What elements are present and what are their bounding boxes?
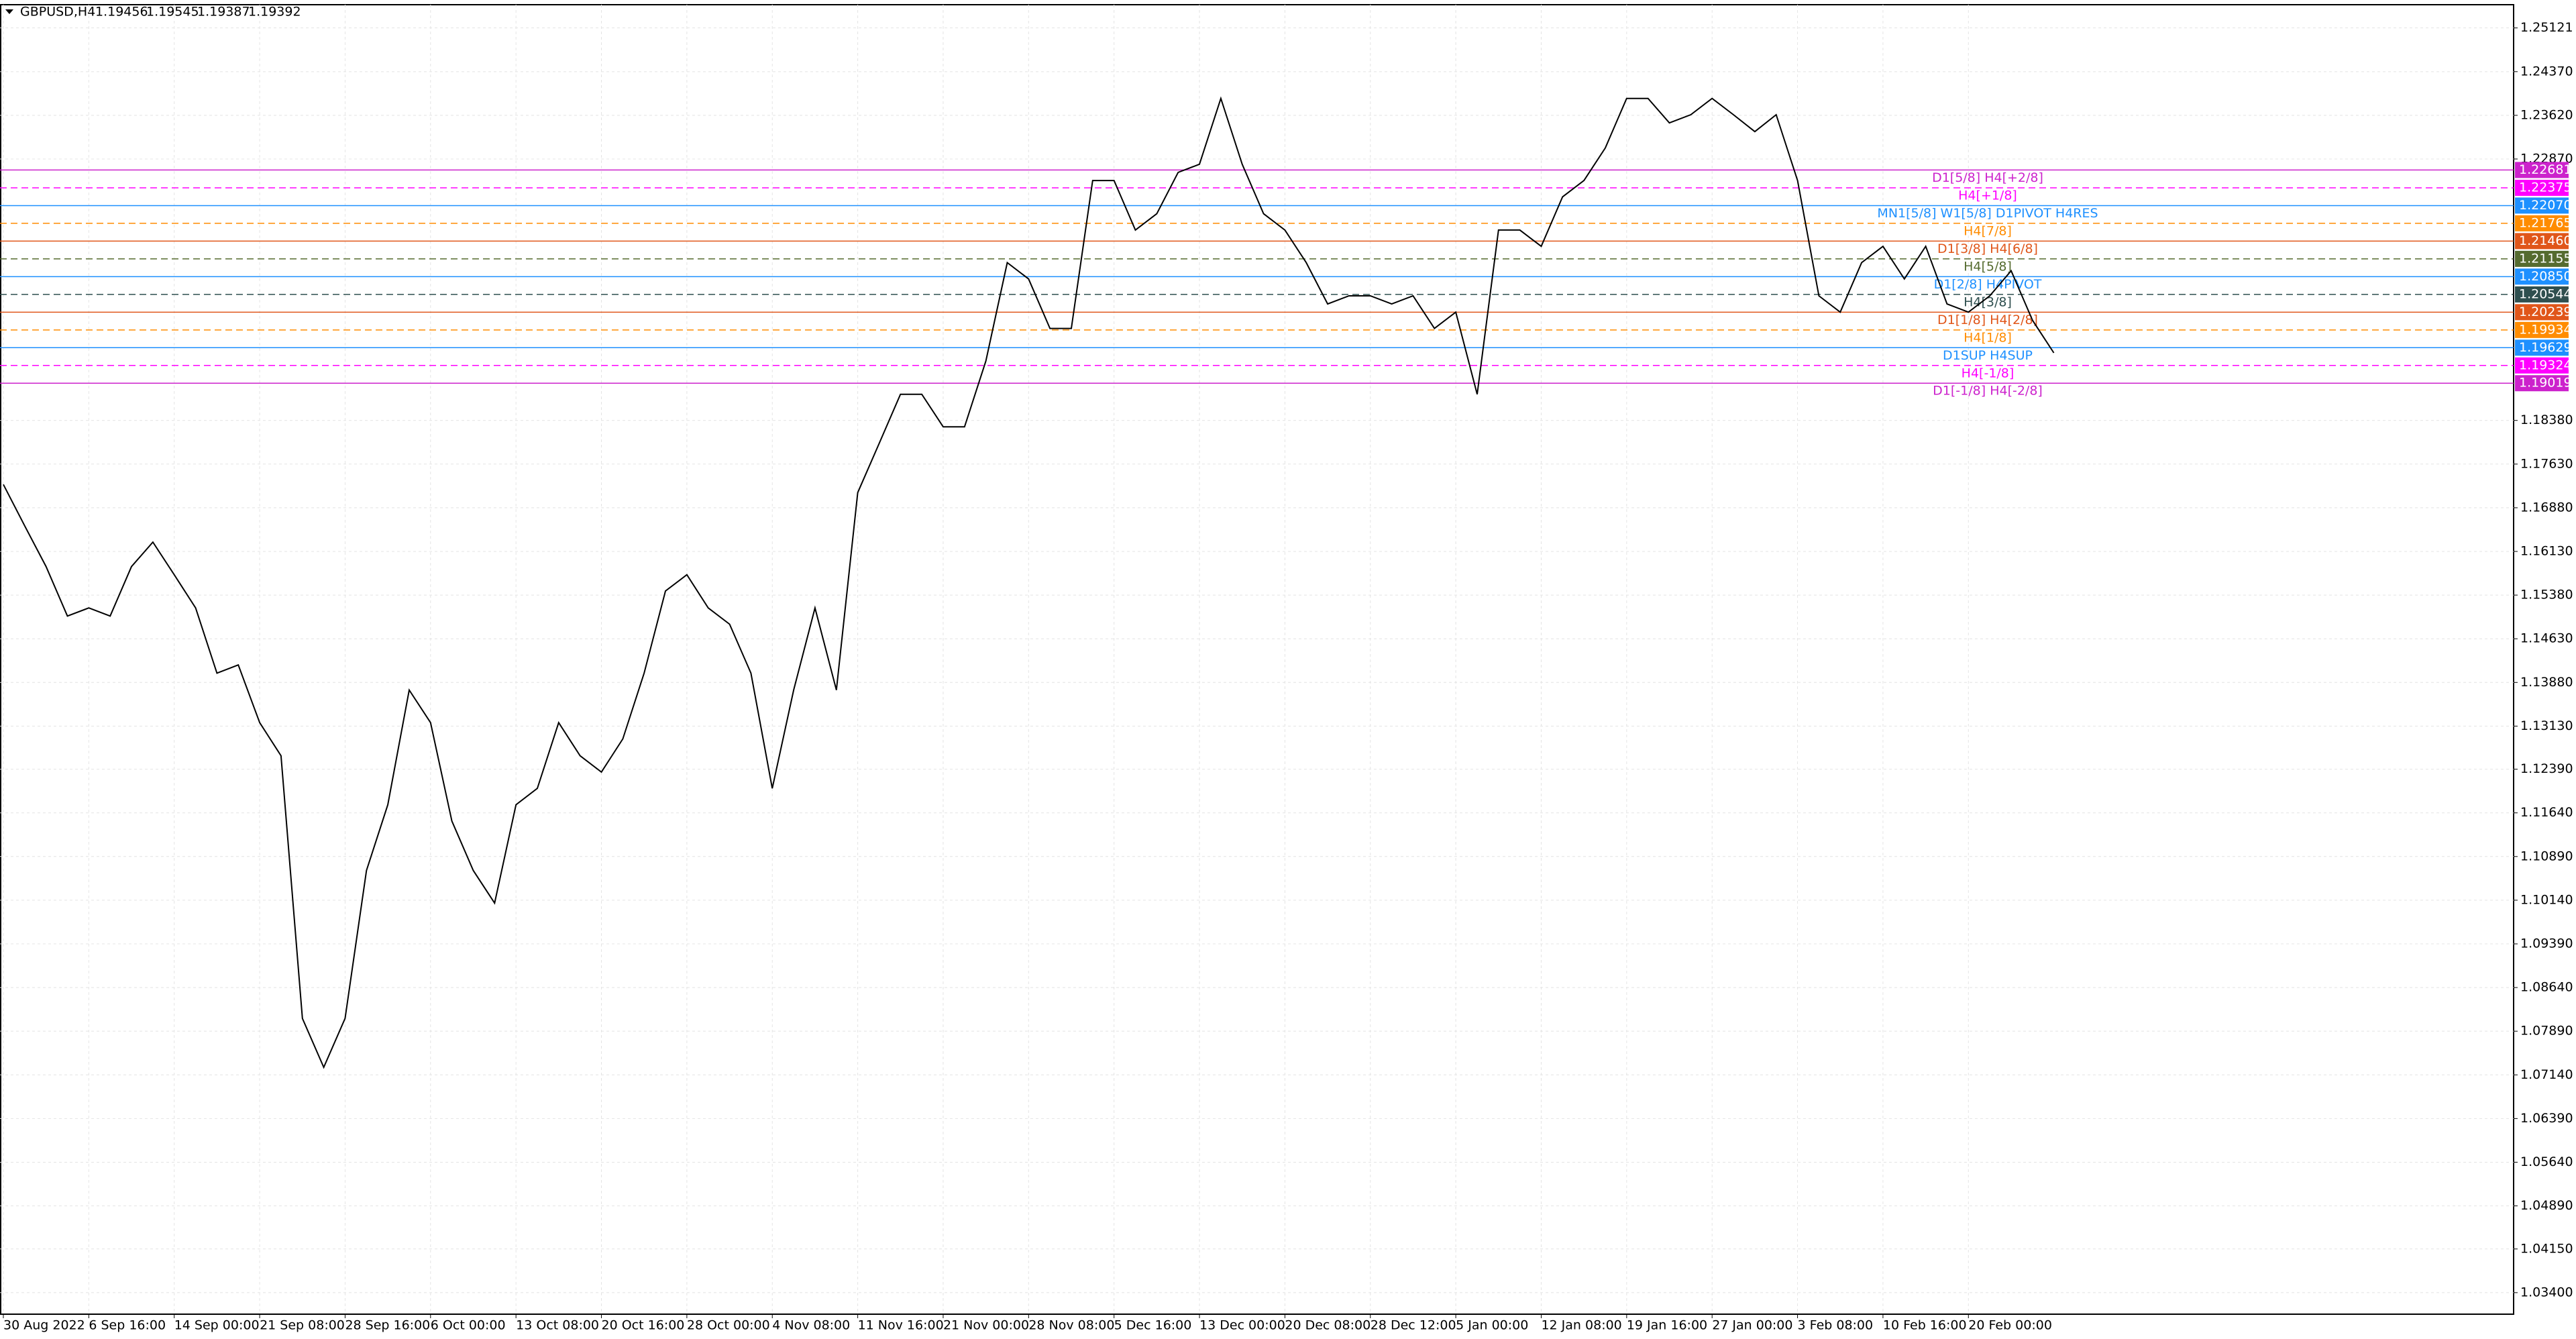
- y-tick-label: 1.11640: [2520, 805, 2573, 820]
- y-tick-label: 1.03400: [2520, 1285, 2573, 1299]
- x-tick-label: 20 Feb 00:00: [1968, 1318, 2052, 1333]
- level-label: D1[5/8] H4[+2/8]: [1932, 170, 2043, 185]
- level-label: D1SUP H4SUP: [1943, 348, 2033, 363]
- x-tick-label: 14 Sep 00:00: [174, 1318, 260, 1333]
- x-tick-label: 10 Feb 16:00: [1883, 1318, 1967, 1333]
- price-tag: [2515, 375, 2569, 392]
- x-tick-label: 19 Jan 16:00: [1627, 1318, 1707, 1333]
- y-tick-label: 1.25121: [2520, 20, 2573, 35]
- price-tag: [2515, 197, 2569, 214]
- plot-frame: [0, 4, 2514, 1315]
- y-tick-label: 1.13130: [2520, 718, 2573, 733]
- level-label: H4[7/8]: [1964, 223, 2012, 238]
- y-tick-label: 1.10140: [2520, 892, 2573, 907]
- y-tick-label: 1.12390: [2520, 761, 2573, 776]
- x-tick-label: 5 Dec 16:00: [1114, 1318, 1192, 1333]
- ohlc-high: 1.19545: [146, 5, 199, 19]
- y-tick-label: 1.14630: [2520, 631, 2573, 646]
- price-tag-label: 1.20544: [2519, 286, 2572, 301]
- x-tick-label: 30 Aug 2022: [3, 1318, 85, 1333]
- y-tick-label: 1.16880: [2520, 500, 2573, 515]
- x-tick-label: 27 Jan 00:00: [1712, 1318, 1792, 1333]
- price-tag: [2515, 286, 2569, 303]
- level-label: D1[-1/8] H4[-2/8]: [1933, 384, 2043, 398]
- x-tick-label: 28 Sep 16:00: [345, 1318, 430, 1333]
- price-tag: [2515, 339, 2569, 356]
- x-tick-label: 21 Sep 08:00: [260, 1318, 345, 1333]
- price-tag: [2515, 215, 2569, 231]
- price-line: [3, 96, 2055, 1069]
- price-tag: [2515, 233, 2569, 250]
- price-tag: [2515, 250, 2569, 267]
- chart-title: GBPUSD,H4: [20, 5, 95, 19]
- y-tick-label: 1.04150: [2520, 1241, 2573, 1256]
- x-tick-label: 28 Dec 12:00: [1371, 1318, 1456, 1333]
- level-label: D1[2/8] H4PIVOT: [1934, 277, 2042, 292]
- x-tick-label: 11 Nov 16:00: [858, 1318, 944, 1333]
- ohlc-open: 1.19456: [95, 5, 148, 19]
- y-tick-label: 1.15380: [2520, 588, 2573, 602]
- y-tick-label: 1.09390: [2520, 936, 2573, 951]
- price-tag-label: 1.19324: [2519, 358, 2572, 372]
- x-tick-label: 6 Sep 16:00: [89, 1318, 166, 1333]
- x-tick-label: 13 Dec 00:00: [1199, 1318, 1285, 1333]
- y-tick-label: 1.16130: [2520, 543, 2573, 558]
- level-label: H4[-1/8]: [1962, 366, 2015, 380]
- y-tick-label: 1.06390: [2520, 1111, 2573, 1126]
- x-tick-label: 12 Jan 08:00: [1541, 1318, 1621, 1333]
- x-tick-label: 28 Oct 00:00: [687, 1318, 770, 1333]
- price-tag-label: 1.21155: [2519, 251, 2572, 266]
- x-tick-label: 20 Dec 08:00: [1285, 1318, 1371, 1333]
- ohlc-close: 1.19392: [248, 5, 301, 19]
- price-tag: [2515, 179, 2569, 196]
- price-tag-label: 1.19019: [2519, 376, 2572, 390]
- price-tag: [2515, 321, 2569, 338]
- x-tick-label: 3 Feb 08:00: [1798, 1318, 1874, 1333]
- price-tag-label: 1.19629: [2519, 340, 2572, 355]
- y-tick-label: 1.10890: [2520, 849, 2573, 863]
- level-label: H4[5/8]: [1964, 259, 2012, 274]
- x-tick-label: 6 Oct 00:00: [431, 1318, 506, 1333]
- x-tick-label: 21 Nov 00:00: [943, 1318, 1029, 1333]
- price-tag: [2515, 268, 2569, 285]
- y-tick-label: 1.13880: [2520, 675, 2573, 690]
- y-tick-label: 1.08640: [2520, 980, 2573, 995]
- price-tag-label: 1.21765: [2519, 215, 2572, 230]
- price-tag-label: 1.20239: [2519, 305, 2572, 319]
- level-label: H4[+1/8]: [1958, 188, 2017, 203]
- price-tag: [2515, 162, 2569, 178]
- y-tick-label: 1.23620: [2520, 107, 2573, 122]
- x-tick-label: 28 Nov 08:00: [1028, 1318, 1114, 1333]
- price-tag-label: 1.19934: [2519, 322, 2572, 337]
- price-tag-label: 1.22375: [2519, 180, 2572, 195]
- level-label: D1[3/8] H4[6/8]: [1937, 242, 2038, 256]
- y-tick-label: 1.17630: [2520, 456, 2573, 471]
- price-tag: [2515, 357, 2569, 374]
- price-tag: [2515, 304, 2569, 321]
- y-tick-label: 1.04890: [2520, 1198, 2573, 1213]
- y-tick-label: 1.07890: [2520, 1024, 2573, 1038]
- menu-arrow[interactable]: [5, 9, 13, 14]
- x-tick-label: 13 Oct 08:00: [516, 1318, 599, 1333]
- price-tag-label: 1.22070: [2519, 198, 2572, 213]
- level-label: D1[1/8] H4[2/8]: [1937, 313, 2038, 327]
- y-tick-label: 1.18380: [2520, 413, 2573, 427]
- level-label: MN1[5/8] W1[5/8] D1PIVOT H4RES: [1877, 206, 2098, 221]
- price-tag-label: 1.22681: [2519, 162, 2572, 177]
- price-tag-label: 1.20850: [2519, 269, 2572, 284]
- x-tick-label: 4 Nov 08:00: [772, 1318, 850, 1333]
- ohlc-low: 1.19387: [197, 5, 250, 19]
- y-tick-label: 1.05640: [2520, 1155, 2573, 1169]
- x-tick-label: 20 Oct 16:00: [602, 1318, 685, 1333]
- y-tick-label: 1.07140: [2520, 1067, 2573, 1082]
- level-label: H4[1/8]: [1964, 330, 2012, 345]
- y-tick-label: 1.24370: [2520, 64, 2573, 78]
- x-tick-label: 5 Jan 00:00: [1456, 1318, 1528, 1333]
- price-tag-label: 1.21460: [2519, 233, 2572, 248]
